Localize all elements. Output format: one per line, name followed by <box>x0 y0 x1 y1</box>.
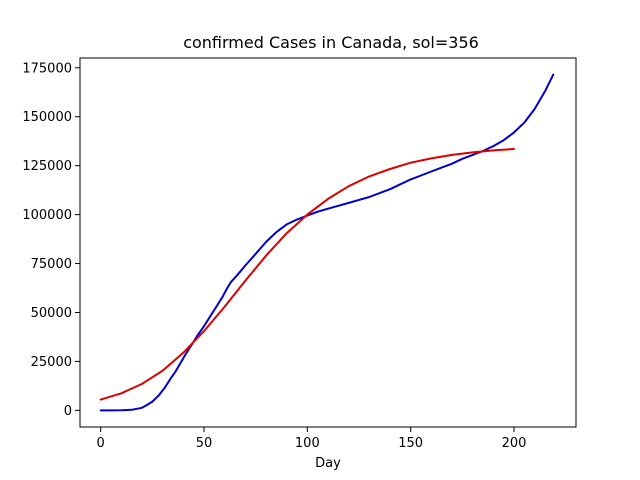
x-tick-label: 50 <box>196 436 213 451</box>
y-tick-label: 100000 <box>22 208 72 223</box>
x-tick-label: 0 <box>97 436 105 451</box>
plot-area <box>99 73 555 412</box>
y-tick-label: 125000 <box>22 159 72 174</box>
series-line-1 <box>99 73 555 412</box>
y-tick-label: 0 <box>64 404 72 419</box>
chart-title: confirmed Cases in Canada, sol=356 <box>183 33 479 52</box>
x-tick-label: 200 <box>502 436 527 451</box>
x-tick-label: 100 <box>295 436 320 451</box>
x-axis: 0 50 100 150 200 <box>97 427 527 451</box>
y-tick-label: 150000 <box>22 110 72 125</box>
x-tick-label: 150 <box>398 436 423 451</box>
y-tick-label: 25000 <box>31 355 72 370</box>
y-axis: 0 25000 50000 75000 100000 125000 150000 175000 <box>22 61 80 419</box>
x-axis-label: Day <box>315 456 341 471</box>
y-tick-label: 75000 <box>31 257 72 272</box>
y-tick-label: 175000 <box>22 61 72 76</box>
y-tick-label: 50000 <box>31 306 72 321</box>
plot-frame <box>79 57 577 428</box>
series-line-2 <box>99 148 515 401</box>
